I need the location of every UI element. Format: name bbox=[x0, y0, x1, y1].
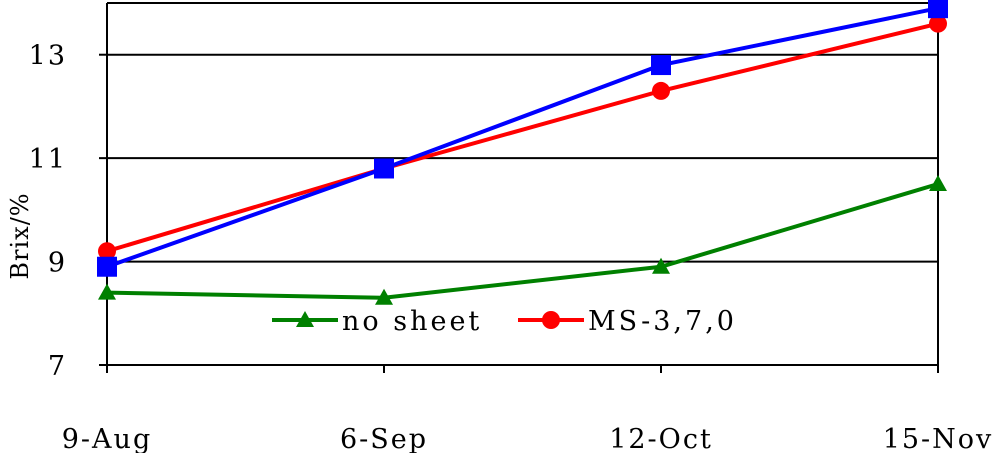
triangle-marker bbox=[652, 257, 670, 274]
square-marker bbox=[651, 55, 671, 76]
triangle-marker bbox=[929, 175, 947, 191]
circle-marker bbox=[929, 14, 947, 33]
legend: no sheet MS-3,7,0 bbox=[272, 306, 737, 337]
legend-item: MS-3,7,0 bbox=[518, 306, 737, 337]
y-tick-label: 11 bbox=[29, 144, 67, 175]
x-tick-label: 12-Oct bbox=[609, 424, 713, 453]
square-marker bbox=[374, 158, 394, 179]
square-marker bbox=[97, 256, 117, 277]
series-line bbox=[106, 21, 939, 254]
triangle-marker bbox=[296, 311, 314, 327]
legend-item: no sheet bbox=[272, 306, 482, 337]
legend-label: MS-3,7,0 bbox=[588, 306, 737, 337]
square-marker bbox=[928, 0, 948, 19]
tick-labels: 7 9 11 13 9-Aug 6-Sep 12-Oct 15-Nov bbox=[29, 41, 994, 453]
series-no-sheet bbox=[98, 175, 947, 305]
circle-marker bbox=[98, 242, 116, 261]
x-tick-label: 15-Nov bbox=[883, 424, 994, 453]
series-series-3 bbox=[97, 0, 948, 277]
triangle-marker bbox=[375, 288, 393, 305]
y-tick-label: 9 bbox=[48, 248, 67, 279]
y-axis-title: Brix/% bbox=[6, 192, 34, 279]
triangle-marker bbox=[98, 283, 116, 300]
series bbox=[97, 0, 948, 305]
series-line bbox=[106, 6, 939, 269]
gridlines bbox=[107, 53, 938, 263]
y-tick-label: 13 bbox=[29, 41, 67, 72]
axes bbox=[99, 2, 939, 373]
legend-label: no sheet bbox=[342, 306, 482, 337]
x-tick-label: 9-Aug bbox=[62, 424, 152, 453]
x-tick-label: 6-Sep bbox=[340, 424, 428, 453]
circle-marker bbox=[542, 311, 560, 329]
circle-marker bbox=[652, 81, 670, 100]
y-tick-label: 7 bbox=[48, 351, 67, 382]
series-line bbox=[106, 182, 939, 300]
